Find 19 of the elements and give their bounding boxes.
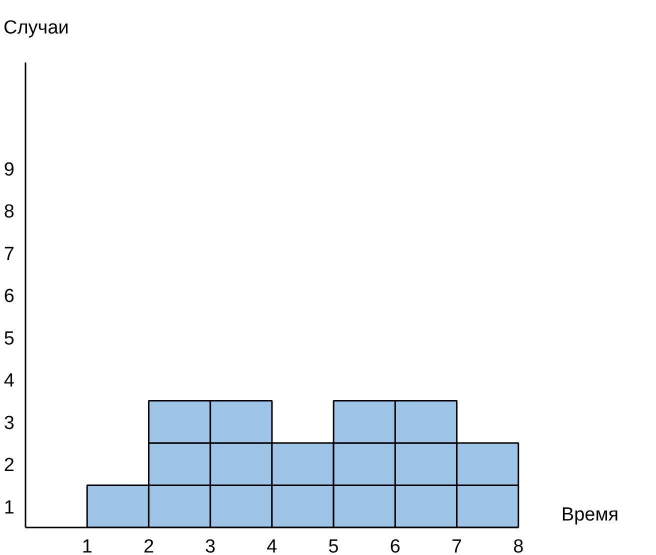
y-tick-label: 2: [4, 455, 15, 476]
y-tick-label: 3: [4, 412, 15, 434]
y-tick-label: 6: [4, 286, 15, 308]
y-tick-label: 5: [4, 328, 15, 350]
y-tick-label: 8: [4, 202, 15, 223]
x-tick-label: 8: [513, 536, 524, 555]
x-tick-label: 2: [143, 536, 154, 555]
y-tick-label: 7: [4, 244, 15, 265]
x-tick-label: 7: [452, 536, 462, 555]
x-tick-label: 1: [82, 536, 92, 555]
x-tick-label: 4: [266, 536, 278, 555]
x-tick-label: 6: [390, 536, 400, 555]
y-tick-label: 4: [4, 370, 15, 392]
y-tick-label: 1: [4, 497, 15, 518]
x-tick-label: 5: [328, 536, 339, 555]
x-tick-label: 3: [205, 536, 216, 555]
y-axis-title: Случаи: [4, 18, 69, 38]
x-axis-title: Время: [561, 504, 619, 526]
y-tick-label: 9: [4, 159, 15, 180]
